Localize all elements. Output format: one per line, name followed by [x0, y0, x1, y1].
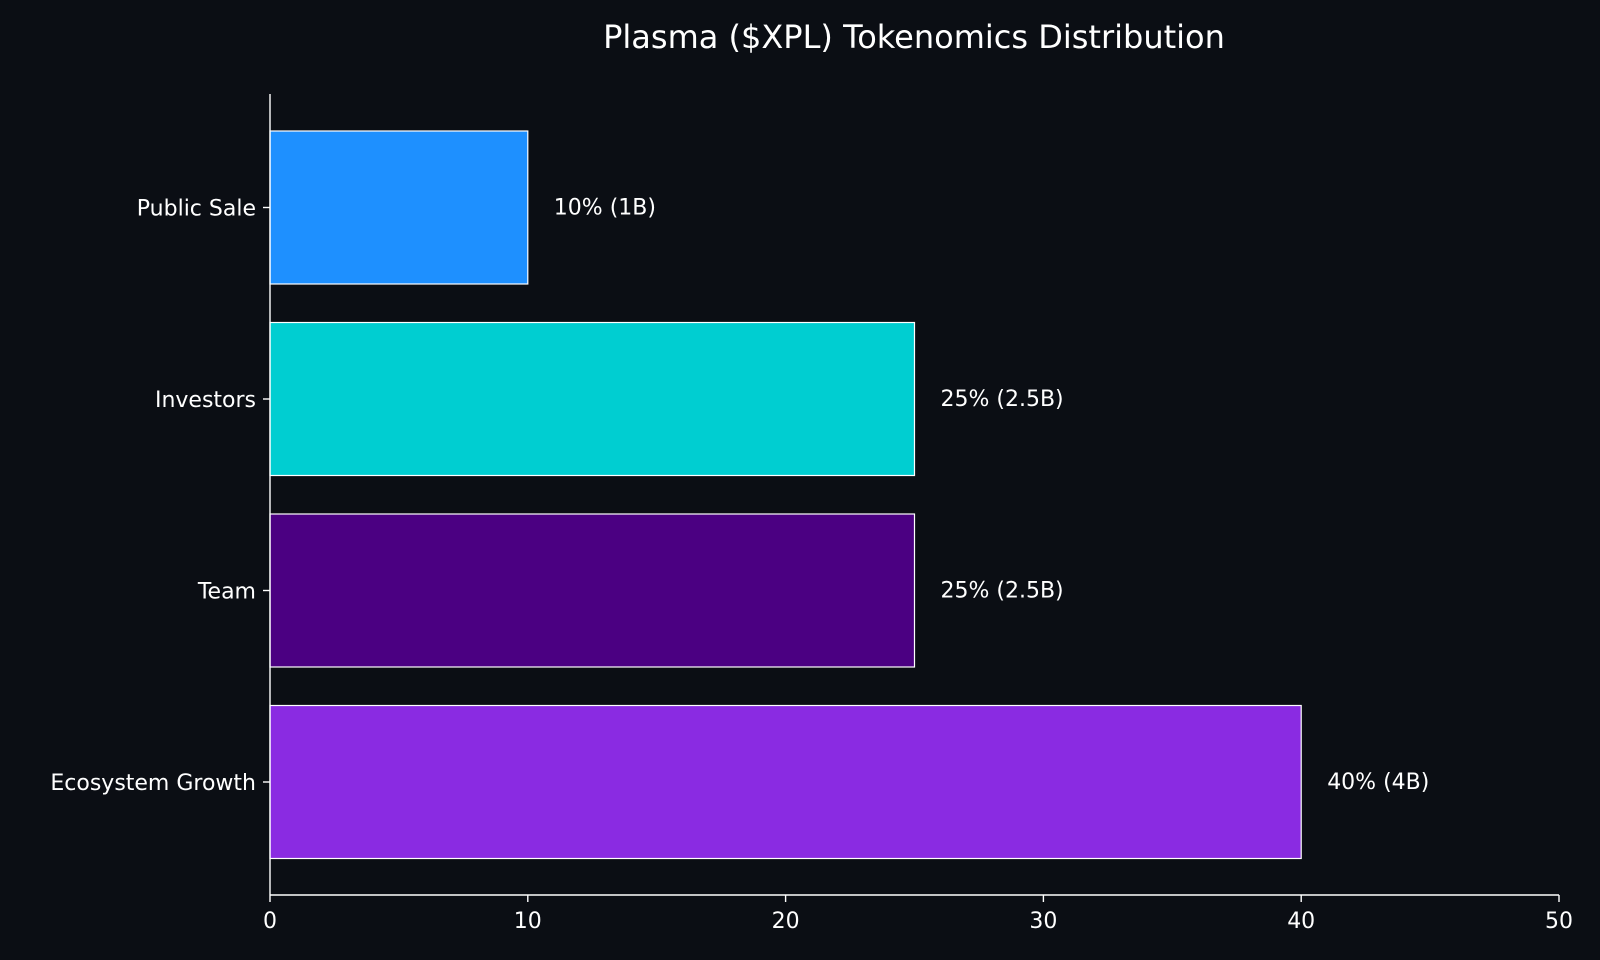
axes-layer: Ecosystem Growth Team Investors Public Sale… — [50, 94, 1573, 934]
data-label-public-sale: 10% (1B) — [554, 196, 656, 221]
x-tick-label-20: 20 — [772, 909, 800, 934]
bar-team — [269, 513, 916, 668]
data-label-team: 25% (2.5B) — [941, 579, 1064, 604]
bar-ecosystem-growth — [269, 704, 1302, 860]
bars-layer — [269, 130, 1302, 860]
x-tick-label-10: 10 — [514, 909, 542, 934]
x-tick-label-0: 0 — [263, 909, 277, 934]
bar-investors — [269, 321, 916, 477]
x-tick-label-40: 40 — [1287, 909, 1315, 934]
x-tick-label-50: 50 — [1545, 909, 1573, 934]
y-tick-label-investors: Investors — [155, 388, 256, 413]
data-label-investors: 25% (2.5B) — [941, 387, 1064, 412]
bar-public-sale — [269, 130, 529, 285]
y-tick-label-ecosystem-growth: Ecosystem Growth — [50, 771, 256, 796]
data-label-ecosystem-growth: 40% (4B) — [1327, 770, 1429, 795]
y-tick-label-public-sale: Public Sale — [137, 197, 256, 222]
y-tick-label-team: Team — [197, 580, 256, 605]
chart-title: Plasma ($XPL) Tokenomics Distribution — [603, 18, 1225, 56]
x-tick-label-30: 30 — [1029, 909, 1057, 934]
labels-layer: 40% (4B) 25% (2.5B) 25% (2.5B) 10% (1B) — [554, 196, 1430, 796]
